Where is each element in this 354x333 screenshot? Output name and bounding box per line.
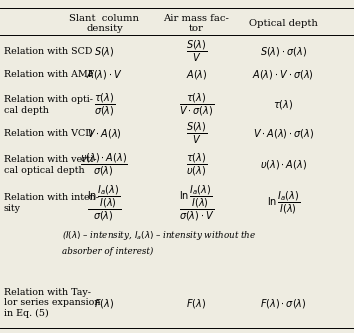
Text: $V\cdot A(\lambda)\cdot\sigma(\lambda)$: $V\cdot A(\lambda)\cdot\sigma(\lambda)$ [253, 127, 314, 140]
Text: $\dfrac{\tau(\lambda)}{V\cdot\sigma(\lambda)}$: $\dfrac{\tau(\lambda)}{V\cdot\sigma(\lam… [179, 92, 214, 118]
Text: $\dfrac{\upsilon(\lambda)\cdot A(\lambda)}{\sigma(\lambda)}$: $\dfrac{\upsilon(\lambda)\cdot A(\lambda… [80, 152, 129, 178]
Text: $\tau(\lambda)$: $\tau(\lambda)$ [273, 98, 293, 112]
Text: Air mass fac-
tor: Air mass fac- tor [164, 14, 229, 33]
Text: $S(\lambda)$: $S(\lambda)$ [94, 45, 115, 58]
Text: $\dfrac{\tau(\lambda)}{\upsilon(\lambda)}$: $\dfrac{\tau(\lambda)}{\upsilon(\lambda)… [186, 152, 207, 178]
Text: $A(\lambda)\cdot V$: $A(\lambda)\cdot V$ [86, 68, 123, 82]
Text: Slant  column
density: Slant column density [69, 14, 139, 33]
Text: Relation with inten-
sity: Relation with inten- sity [4, 193, 98, 213]
Text: ($I(\lambda)$ – intensity, $I_a(\lambda)$ – intensity without the: ($I(\lambda)$ – intensity, $I_a(\lambda)… [62, 228, 256, 242]
Text: $\dfrac{S(\lambda)}{V}$: $\dfrac{S(\lambda)}{V}$ [186, 39, 207, 64]
Text: Relation with VCD: Relation with VCD [4, 129, 92, 138]
Text: $\dfrac{\ln\dfrac{I_a(\lambda)}{I(\lambda)}}{\sigma(\lambda)\cdot V}$: $\dfrac{\ln\dfrac{I_a(\lambda)}{I(\lambd… [179, 183, 214, 223]
Text: $V\cdot A(\lambda)$: $V\cdot A(\lambda)$ [87, 127, 122, 140]
Text: Relation with verti-
cal optical depth: Relation with verti- cal optical depth [4, 155, 96, 174]
Text: $A(\lambda)$: $A(\lambda)$ [185, 68, 207, 82]
Text: absorber of interest): absorber of interest) [62, 247, 153, 256]
Text: $F(\lambda)$: $F(\lambda)$ [187, 296, 206, 310]
Text: Relation with AMF: Relation with AMF [4, 70, 94, 80]
Text: $A(\lambda)\cdot V\cdot\sigma(\lambda)$: $A(\lambda)\cdot V\cdot\sigma(\lambda)$ [252, 68, 314, 82]
Text: $F(\lambda)$: $F(\lambda)$ [95, 296, 114, 310]
Text: $F(\lambda)\cdot\sigma(\lambda)$: $F(\lambda)\cdot\sigma(\lambda)$ [260, 296, 307, 310]
Text: $\dfrac{S(\lambda)}{V}$: $\dfrac{S(\lambda)}{V}$ [186, 121, 207, 146]
Text: $\dfrac{\tau(\lambda)}{\sigma(\lambda)}$: $\dfrac{\tau(\lambda)}{\sigma(\lambda)}$ [94, 92, 115, 118]
Text: $\ln\dfrac{I_a(\lambda)}{I(\lambda)}$: $\ln\dfrac{I_a(\lambda)}{I(\lambda)}$ [267, 190, 300, 216]
Text: Relation with Tay-
lor series expansion
in Eq. (5): Relation with Tay- lor series expansion … [4, 288, 100, 318]
Text: Optical depth: Optical depth [249, 19, 318, 28]
Text: Relation with opti-
cal depth: Relation with opti- cal depth [4, 95, 92, 115]
Text: $S(\lambda)\cdot\sigma(\lambda)$: $S(\lambda)\cdot\sigma(\lambda)$ [259, 45, 307, 58]
Text: $\dfrac{\ln\dfrac{I_a(\lambda)}{I(\lambda)}}{\sigma(\lambda)}$: $\dfrac{\ln\dfrac{I_a(\lambda)}{I(\lambd… [87, 183, 122, 223]
Text: $\upsilon(\lambda)\cdot A(\lambda)$: $\upsilon(\lambda)\cdot A(\lambda)$ [259, 158, 307, 171]
Text: Relation with SCD: Relation with SCD [4, 47, 92, 56]
